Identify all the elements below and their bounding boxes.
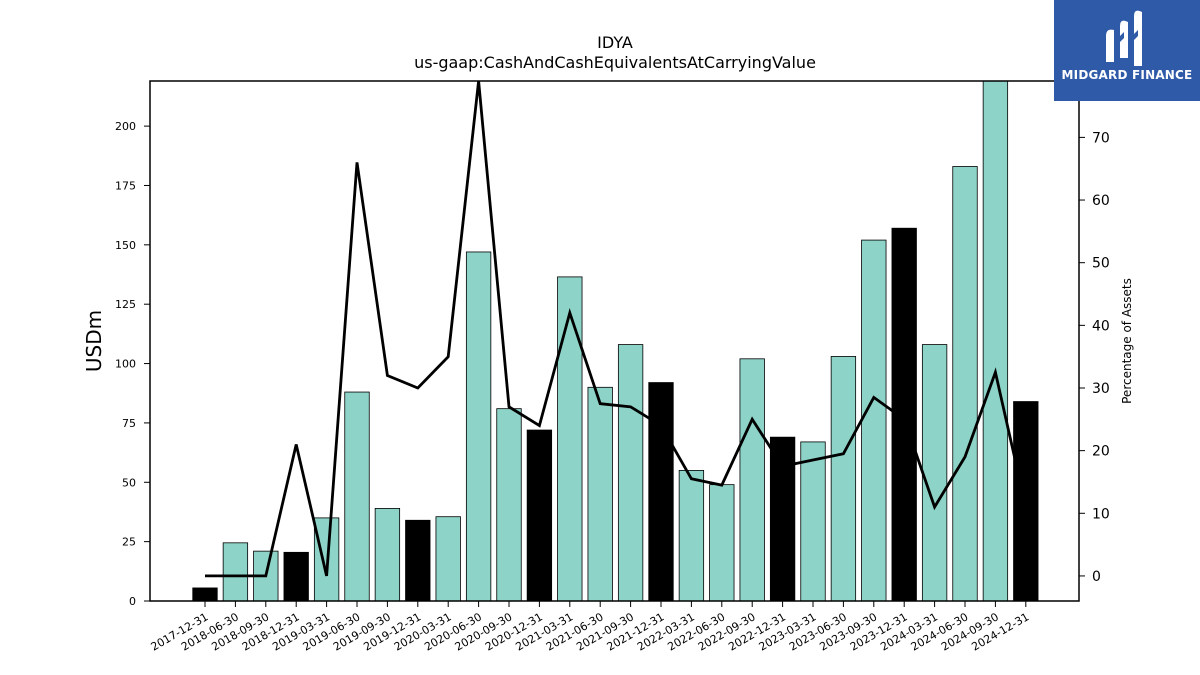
y2-tick-label: 50: [1092, 256, 1110, 272]
bar-2021-09-30: [617, 344, 644, 602]
bar-2022-12-31: [769, 436, 796, 602]
y2-tick-label: 70: [1092, 130, 1110, 146]
y2-ticks: 0 10 20 30 40 50 60 70: [1079, 130, 1110, 585]
logo: MIDGARD FINANCE: [1054, 0, 1200, 101]
bar-2018-06-30: [222, 542, 249, 602]
midgard-logo-icon: [1106, 10, 1142, 66]
bar-2020-09-30: [496, 408, 522, 602]
y-tick-label: 0: [129, 595, 136, 608]
bar-2019-06-30: [344, 391, 370, 602]
bar-2019-12-31: [405, 519, 431, 602]
y-ticks: 0 25 50 75 100 125 150 175 200: [115, 120, 150, 608]
bar-2020-06-30: [465, 251, 492, 602]
bar-2024-03-31: [921, 344, 948, 602]
y2-tick-label: 10: [1092, 506, 1110, 522]
y-axis-label: USDm: [82, 310, 106, 372]
percentage-line: [205, 80, 1028, 578]
y2-tick-label: 20: [1092, 444, 1110, 460]
bar-2021-12-31: [648, 382, 674, 602]
y-tick-label: 75: [122, 417, 136, 430]
y2-axis-label: Percentage of Assets: [1120, 278, 1134, 404]
bar-2020-12-31: [526, 429, 553, 602]
y-tick-label: 150: [115, 239, 136, 252]
bar-2019-09-30: [374, 507, 401, 602]
y-tick-label: 50: [122, 476, 136, 489]
x-ticks: 2017-12-312018-06-302018-09-302018-12-31…: [149, 601, 1031, 654]
bar-2020-03-31: [435, 516, 461, 602]
plot-frame: [149, 80, 1080, 602]
bar-2021-06-30: [587, 386, 613, 602]
y-tick-label: 25: [122, 536, 136, 549]
y2-tick-label: 40: [1092, 318, 1110, 334]
y-tick-label: 100: [115, 358, 136, 371]
bar-2022-09-30: [739, 358, 765, 602]
bar-2018-12-31: [283, 551, 309, 602]
chart-subtitle: us-gaap:CashAndCashEquivalentsAtCarrying…: [414, 53, 816, 72]
y-tick-label: 200: [115, 120, 136, 133]
line-layer: [205, 80, 1028, 578]
y-tick-label: 125: [115, 298, 136, 311]
chart-title: IDYA: [597, 33, 633, 52]
y-tick-label: 175: [115, 179, 136, 192]
bar-2024-06-30: [952, 166, 978, 602]
bar-2023-09-30: [861, 239, 887, 602]
bar-2017-12-31: [192, 587, 218, 602]
logo-text: MIDGARD FINANCE: [1061, 68, 1193, 82]
bar-2022-03-31: [678, 470, 705, 602]
bar-2024-09-30: [982, 80, 1009, 602]
bar-2021-03-31: [557, 276, 583, 602]
bar-2023-03-31: [800, 441, 826, 602]
bars-layer: [192, 80, 1039, 602]
y2-tick-label: 60: [1092, 193, 1110, 209]
y2-tick-label: 30: [1092, 381, 1110, 397]
bar-2022-06-30: [709, 484, 735, 602]
y2-tick-label: 0: [1092, 569, 1101, 585]
bar-2023-06-30: [830, 356, 857, 602]
